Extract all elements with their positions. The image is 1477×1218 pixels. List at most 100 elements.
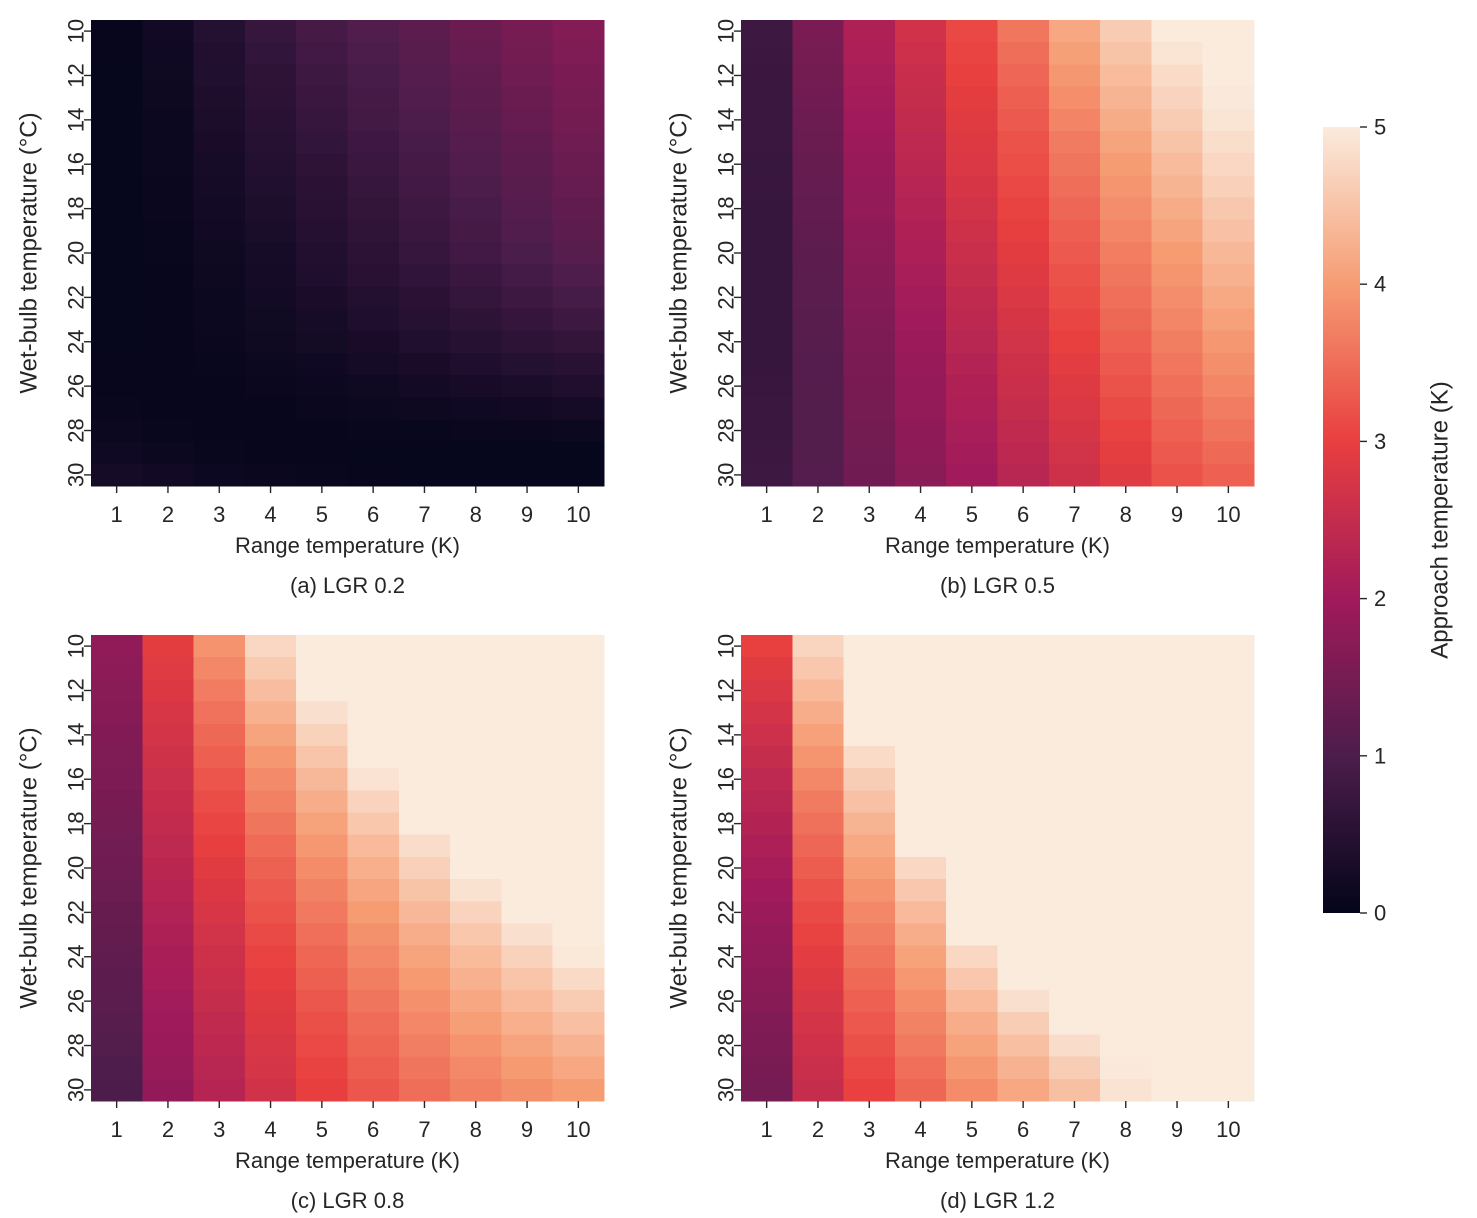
heatmap-cell bbox=[997, 241, 1050, 265]
heatmap-cell bbox=[142, 679, 195, 703]
heatmap-cell bbox=[741, 834, 793, 858]
heatmap-cell bbox=[501, 967, 554, 991]
heatmap-cell bbox=[193, 219, 246, 243]
x-tick-label: 10 bbox=[1216, 1117, 1240, 1142]
heatmap-cell bbox=[741, 1012, 793, 1036]
heatmap-cell bbox=[91, 790, 143, 814]
heatmap-cell bbox=[1151, 812, 1204, 836]
y-tick-label: 18 bbox=[64, 811, 89, 835]
heatmap-cell bbox=[501, 20, 554, 43]
heatmap-cell bbox=[501, 1056, 554, 1080]
heatmap-cell bbox=[843, 635, 896, 658]
heatmap-cell bbox=[894, 153, 947, 176]
heatmap-cell bbox=[741, 901, 793, 925]
heatmap-cell bbox=[244, 790, 297, 814]
heatmap-cell bbox=[398, 86, 451, 110]
heatmap-cell bbox=[91, 945, 143, 969]
heatmap-cell bbox=[552, 419, 605, 443]
heatmap-cell bbox=[741, 286, 793, 310]
heatmap-cell bbox=[1202, 130, 1255, 154]
heatmap-cell bbox=[450, 990, 502, 1013]
heatmap-cell bbox=[843, 264, 896, 287]
heatmap-cell bbox=[997, 286, 1050, 310]
heatmap-cell bbox=[792, 901, 845, 925]
heatmap-cell bbox=[997, 197, 1050, 221]
heatmap-cell bbox=[142, 64, 195, 88]
heatmap-cell bbox=[347, 1034, 400, 1058]
heatmap-cell bbox=[792, 812, 845, 836]
heatmap-cell bbox=[1202, 745, 1255, 769]
heatmap-cell bbox=[244, 352, 297, 376]
heatmap-cell bbox=[1100, 308, 1152, 332]
heatmap-cell bbox=[501, 130, 554, 154]
heatmap-cell bbox=[398, 397, 451, 421]
heatmap-cell bbox=[741, 175, 793, 199]
heatmap-cell bbox=[244, 42, 297, 65]
heatmap-cell bbox=[193, 945, 246, 969]
heatmap-cell bbox=[347, 879, 400, 902]
y-tick-label: 12 bbox=[714, 678, 739, 702]
heatmap-cell bbox=[244, 679, 297, 703]
heatmap-cell bbox=[501, 42, 554, 65]
heatmap-cell bbox=[91, 856, 143, 880]
heatmap-cell bbox=[792, 768, 845, 791]
heatmap-cell bbox=[398, 812, 451, 836]
heatmap-cell bbox=[894, 308, 947, 332]
heatmap-cell bbox=[843, 1034, 896, 1058]
y-tick-label: 12 bbox=[64, 63, 89, 87]
heatmap-cell bbox=[997, 701, 1050, 725]
heatmap-cell bbox=[193, 175, 246, 199]
heatmap-cell bbox=[843, 330, 896, 354]
heatmap-cell bbox=[450, 42, 502, 65]
heatmap-cell bbox=[347, 441, 400, 465]
heatmap-cell bbox=[347, 945, 400, 969]
heatmap-cell bbox=[1202, 219, 1255, 243]
heatmap-cell bbox=[1100, 130, 1152, 154]
heatmap-cell bbox=[1048, 241, 1101, 265]
heatmap-cell bbox=[997, 1034, 1050, 1058]
panel-caption: (d) LGR 1.2 bbox=[940, 1188, 1055, 1213]
heatmap-cell bbox=[894, 441, 947, 465]
heatmap-cell bbox=[398, 20, 451, 43]
heatmap-cell bbox=[946, 812, 999, 836]
heatmap-cell bbox=[142, 42, 195, 65]
heatmap-cell bbox=[501, 679, 554, 703]
heatmap-cell bbox=[997, 419, 1050, 443]
heatmap-cell bbox=[741, 701, 793, 725]
heatmap-cell bbox=[501, 701, 554, 725]
heatmap-cell bbox=[142, 397, 195, 421]
heatmap-cell bbox=[997, 1078, 1050, 1102]
heatmap-cell bbox=[193, 130, 246, 154]
heatmap-cell bbox=[1100, 945, 1152, 969]
heatmap-cell bbox=[741, 990, 793, 1013]
x-axis-label: Range temperature (K) bbox=[235, 1148, 460, 1173]
heatmap-cell bbox=[1048, 701, 1101, 725]
heatmap-cell bbox=[1048, 108, 1101, 132]
heatmap-cell bbox=[1151, 745, 1204, 769]
heatmap-cell bbox=[894, 768, 947, 791]
heatmap-cell bbox=[552, 20, 605, 43]
heatmap-cell bbox=[741, 879, 793, 902]
heatmap-cell bbox=[501, 375, 554, 398]
heatmap-cell bbox=[91, 286, 143, 310]
y-tick-label: 20 bbox=[64, 241, 89, 265]
heatmap-cell bbox=[398, 219, 451, 243]
heatmap-cell bbox=[894, 812, 947, 836]
x-axis-label: Range temperature (K) bbox=[885, 533, 1110, 558]
heatmap-cell bbox=[1100, 330, 1152, 354]
heatmap-cell bbox=[1151, 308, 1204, 332]
heatmap-cell bbox=[1048, 153, 1101, 176]
heatmap-cell bbox=[792, 463, 845, 487]
heatmap-cell bbox=[1202, 197, 1255, 221]
heatmap-cell bbox=[193, 397, 246, 421]
heatmap-cell bbox=[1202, 42, 1255, 65]
heatmap-cell bbox=[193, 463, 246, 487]
y-tick-label: 12 bbox=[64, 678, 89, 702]
heatmap-cell bbox=[894, 42, 947, 65]
heatmap-cell bbox=[1100, 441, 1152, 465]
heatmap-cell bbox=[792, 264, 845, 287]
heatmap-cell bbox=[91, 657, 143, 680]
y-tick-label: 26 bbox=[64, 374, 89, 398]
heatmap-cell bbox=[398, 657, 451, 680]
